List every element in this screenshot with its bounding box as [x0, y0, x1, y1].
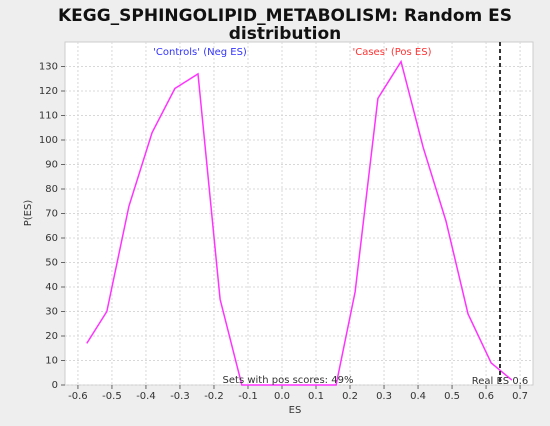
x-tick-label: -0.3: [170, 391, 190, 402]
y-tick-label: 90: [45, 160, 58, 171]
x-tick-label: -0.2: [204, 391, 224, 402]
y-tick-label: 110: [39, 111, 58, 122]
x-tick-label: 0.3: [376, 391, 392, 402]
x-tick-label: -0.4: [136, 391, 156, 402]
y-tick-label: 10: [45, 356, 58, 367]
x-tick-label: 0.5: [444, 391, 460, 402]
chart-title-line2: distribution: [229, 24, 341, 44]
y-tick-label: 130: [39, 62, 58, 73]
annotation: 'Cases' (Pos ES): [352, 47, 431, 58]
y-tick-label: 40: [45, 282, 58, 293]
y-tick-label: 30: [45, 307, 58, 318]
line-series: [86, 59, 513, 386]
y-axis-label: P(ES): [23, 200, 34, 227]
annotation: Real ES 0.6: [472, 376, 528, 387]
chart-title: KEGG_SPHINGOLIPID_METABOLISM: Random ES: [58, 6, 512, 26]
y-tick-label: 70: [45, 209, 58, 220]
annotation: 'Controls' (Neg ES): [153, 47, 247, 58]
y-tick-label: 0: [52, 380, 58, 391]
x-axis-label: ES: [289, 405, 302, 416]
x-tick-label: -0.6: [68, 391, 88, 402]
x-tick-label: -0.5: [102, 391, 122, 402]
y-tick-label: 80: [45, 184, 58, 195]
y-tick-label: 100: [39, 135, 58, 146]
x-tick-label: 0.0: [274, 391, 290, 402]
y-tick-label: 50: [45, 258, 58, 269]
annotation: Sets with pos scores: 49%: [223, 375, 354, 386]
y-tick-label: 120: [39, 86, 58, 97]
y-tick-label: 60: [45, 233, 58, 244]
x-tick-label: 0.7: [512, 391, 528, 402]
x-tick-label: 0.2: [342, 391, 358, 402]
y-tick-label: 20: [45, 331, 58, 342]
x-tick-label: 0.4: [410, 391, 426, 402]
x-tick-label: -0.1: [238, 391, 258, 402]
x-tick-label: 0.6: [478, 391, 494, 402]
x-tick-label: 0.1: [308, 391, 324, 402]
